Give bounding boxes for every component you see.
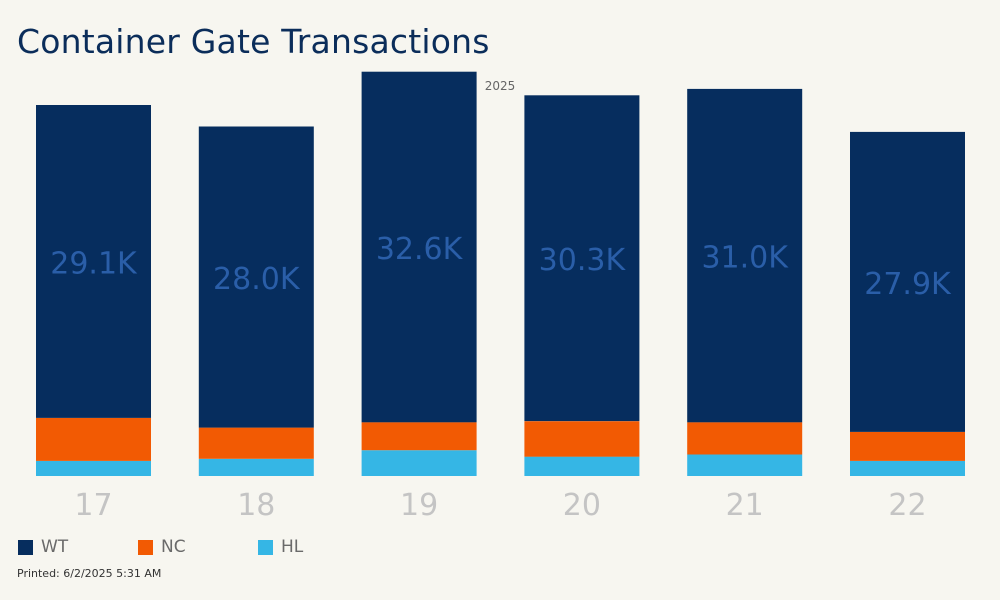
legend-item-nc[interactable]: NC — [138, 536, 186, 558]
x-tick-label-22: 22 — [888, 488, 926, 523]
bar-value-label-22: 27.9K — [864, 267, 952, 302]
legend: WT NC HL — [18, 536, 518, 558]
bar-segment-nc-17[interactable] — [36, 417, 151, 461]
legend-swatch-hl — [258, 539, 273, 555]
x-tick-label-18: 18 — [237, 488, 275, 523]
bar-segment-wt-20[interactable] — [524, 95, 640, 422]
bar-segment-nc-22[interactable] — [850, 431, 965, 461]
bar-segment-nc-20[interactable] — [524, 421, 640, 457]
bar-segment-hl-20[interactable] — [524, 456, 640, 476]
bar-segment-wt-22[interactable] — [850, 131, 965, 432]
bar-segment-nc-21[interactable] — [687, 422, 803, 455]
bar-segment-hl-18[interactable] — [198, 458, 314, 476]
legend-label-hl: HL — [281, 537, 304, 557]
bar-segment-wt-17[interactable] — [36, 105, 151, 418]
bar-segment-hl-22[interactable] — [850, 460, 965, 476]
x-tick-label-20: 20 — [563, 488, 601, 523]
x-tick-label-21: 21 — [726, 488, 764, 523]
column-header-year: 2025 — [484, 79, 516, 93]
chart-title: Container Gate Transactions — [17, 22, 490, 61]
legend-label-wt: WT — [41, 537, 69, 557]
printed-timestamp: Printed: 6/2/2025 5:31 AM — [17, 567, 162, 580]
legend-item-hl[interactable]: HL — [258, 536, 303, 558]
legend-swatch-nc — [138, 539, 153, 555]
bar-value-label-20: 30.3K — [539, 243, 627, 278]
legend-label-nc: NC — [161, 537, 186, 557]
bar-value-label-18: 28.0K — [213, 262, 301, 297]
bar-segment-nc-18[interactable] — [198, 427, 314, 459]
bar-segment-wt-21[interactable] — [687, 88, 803, 423]
x-tick-label-19: 19 — [400, 488, 438, 523]
bar-value-label-19: 32.6K — [376, 232, 464, 267]
bar-segment-hl-17[interactable] — [36, 460, 151, 476]
bar-segment-nc-19[interactable] — [361, 422, 477, 451]
x-tick-label-17: 17 — [74, 488, 112, 523]
bar-segment-wt-18[interactable] — [198, 126, 314, 428]
bar-value-label-21: 31.0K — [701, 241, 789, 276]
bar-segment-hl-21[interactable] — [687, 454, 803, 477]
legend-item-wt[interactable]: WT — [18, 536, 68, 558]
bar-segment-wt-19[interactable] — [361, 71, 477, 423]
legend-swatch-wt — [18, 539, 33, 555]
stacked-bar-chart: 29.1K 17 28.0K 18 32.6K 19 30.3K 20 31.0K 21 27.9K… — [36, 71, 965, 523]
bar-segment-hl-19[interactable] — [361, 450, 477, 476]
bar-value-label-17: 29.1K — [50, 247, 138, 282]
